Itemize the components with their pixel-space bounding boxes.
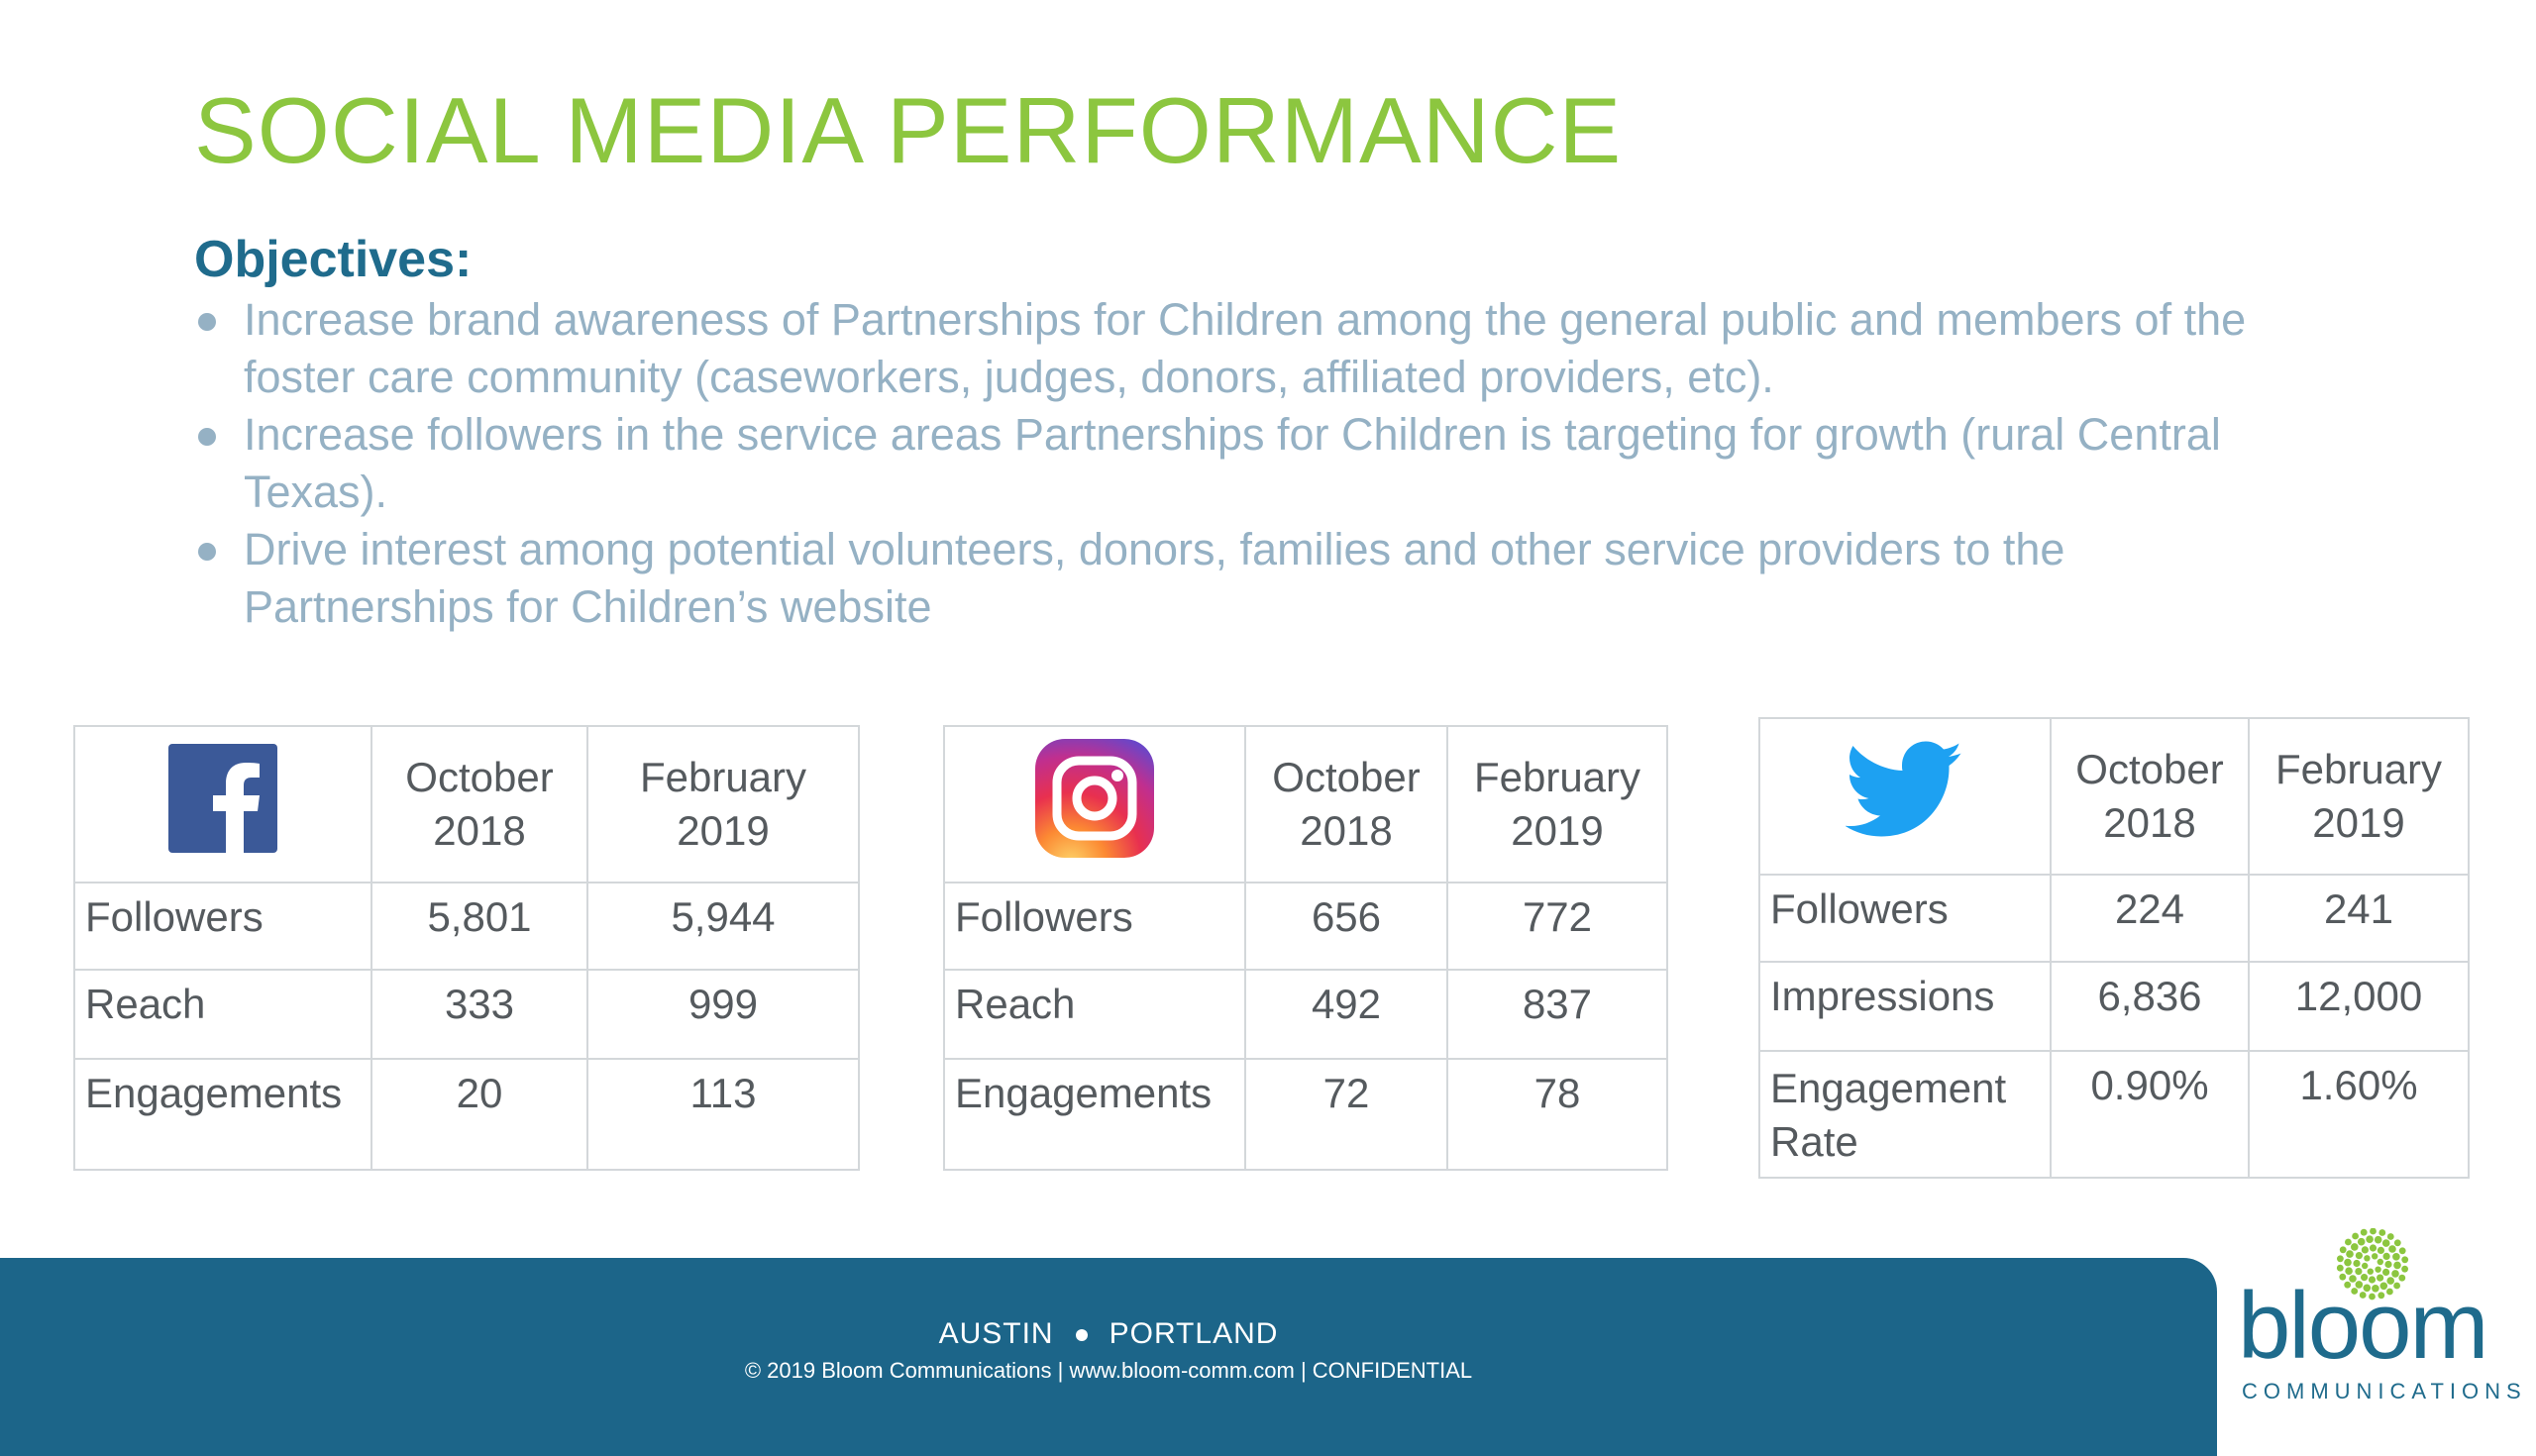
column-header-february-2019: February 2019: [586, 725, 860, 884]
table-row: Followers 656 772: [943, 882, 1668, 971]
facebook-icon: [168, 743, 277, 853]
footer-cities: AUSTIN PORTLAND: [0, 1317, 2217, 1351]
cell-value: 0.90%: [2050, 1050, 2250, 1179]
row-label: Followers: [943, 882, 1246, 971]
twitter-icon: [1845, 741, 1962, 836]
row-label: Reach: [943, 969, 1246, 1060]
logo-subtitle: COMMUNICATIONS: [2242, 1379, 2527, 1404]
row-label: Impressions: [1758, 961, 2052, 1052]
cell-value: 837: [1446, 969, 1668, 1060]
cell-value: 5,944: [586, 882, 860, 971]
column-header-february-2019: February 2019: [1446, 725, 1668, 884]
slide-title: SOCIAL MEDIA PERFORMANCE: [194, 78, 1623, 182]
table-header-row: October 2018 February 2019: [73, 725, 860, 884]
table-header-row: October 2018 February 2019: [1758, 717, 2470, 876]
objective-item: Drive interest among potential volunteer…: [194, 521, 2324, 636]
cell-value: 78: [1446, 1058, 1668, 1171]
cell-value: 999: [586, 969, 860, 1060]
objective-text: Drive interest among potential volunteer…: [244, 524, 2065, 632]
cell-value: 5,801: [370, 882, 588, 971]
table-header-row: October 2018 February 2019: [943, 725, 1668, 884]
facebook-icon-cell: [73, 725, 372, 884]
cell-value: 492: [1244, 969, 1448, 1060]
row-label: Engagements: [943, 1058, 1246, 1171]
row-label: Engagement Rate: [1758, 1050, 2052, 1179]
instagram-metrics-table: October 2018 February 2019 Followers 656…: [943, 725, 1668, 1171]
footer-legal-text: © 2019 Bloom Communications | www.bloom-…: [744, 1358, 1473, 1383]
cell-value: 20: [370, 1058, 588, 1171]
objective-item: Increase followers in the service areas …: [194, 406, 2324, 521]
cell-value: 656: [1244, 882, 1448, 971]
cell-value: 6,836: [2050, 961, 2250, 1052]
bullet-icon: [198, 428, 216, 446]
table-row: Engagements 20 113: [73, 1058, 860, 1171]
footer-city-austin: AUSTIN: [938, 1317, 1054, 1350]
logo-wordmark: bloom: [2238, 1273, 2488, 1379]
row-label: Followers: [1758, 874, 2052, 963]
bullet-icon: [198, 543, 216, 561]
table-row: Reach 492 837: [943, 969, 1668, 1060]
flower-dots-icon: [2336, 1228, 2409, 1300]
cell-value: 333: [370, 969, 588, 1060]
cell-value: 241: [2248, 874, 2470, 963]
twitter-icon-cell: [1758, 717, 2052, 876]
objectives-heading: Objectives:: [194, 231, 473, 288]
column-header-october-2018: October 2018: [1244, 725, 1448, 884]
column-header-october-2018: October 2018: [370, 725, 588, 884]
bloom-logo: bloom COMMUNICATIONS: [2234, 1228, 2521, 1416]
row-label: Engagements: [73, 1058, 372, 1171]
row-label: Followers: [73, 882, 372, 971]
cell-value: 1.60%: [2248, 1050, 2470, 1179]
table-row: Engagements 72 78: [943, 1058, 1668, 1171]
table-row: Engagement Rate 0.90% 1.60%: [1758, 1050, 2470, 1179]
objectives-list: Increase brand awareness of Partnerships…: [194, 291, 2324, 636]
footer-bar: [0, 1258, 2217, 1456]
footer-city-portland: PORTLAND: [1109, 1317, 1279, 1350]
instagram-icon-cell: [943, 725, 1246, 884]
cell-value: 224: [2050, 874, 2250, 963]
table-row: Impressions 6,836 12,000: [1758, 961, 2470, 1052]
twitter-metrics-table: October 2018 February 2019 Followers 224…: [1758, 717, 2470, 1179]
cell-value: 12,000: [2248, 961, 2470, 1052]
table-row: Followers 224 241: [1758, 874, 2470, 963]
instagram-icon: [1035, 738, 1154, 858]
column-header-february-2019: February 2019: [2248, 717, 2470, 876]
table-row: Reach 333 999: [73, 969, 860, 1060]
cell-value: 113: [586, 1058, 860, 1171]
objective-text: Increase followers in the service areas …: [244, 409, 2221, 517]
cell-value: 72: [1244, 1058, 1448, 1171]
table-row: Followers 5,801 5,944: [73, 882, 860, 971]
column-header-october-2018: October 2018: [2050, 717, 2250, 876]
objective-item: Increase brand awareness of Partnerships…: [194, 291, 2324, 406]
bullet-icon: [198, 313, 216, 331]
cell-value: 772: [1446, 882, 1668, 971]
objective-text: Increase brand awareness of Partnerships…: [244, 294, 2247, 402]
bullet-separator-icon: [1075, 1329, 1088, 1342]
row-label: Reach: [73, 969, 372, 1060]
facebook-metrics-table: October 2018 February 2019 Followers 5,8…: [73, 725, 860, 1171]
